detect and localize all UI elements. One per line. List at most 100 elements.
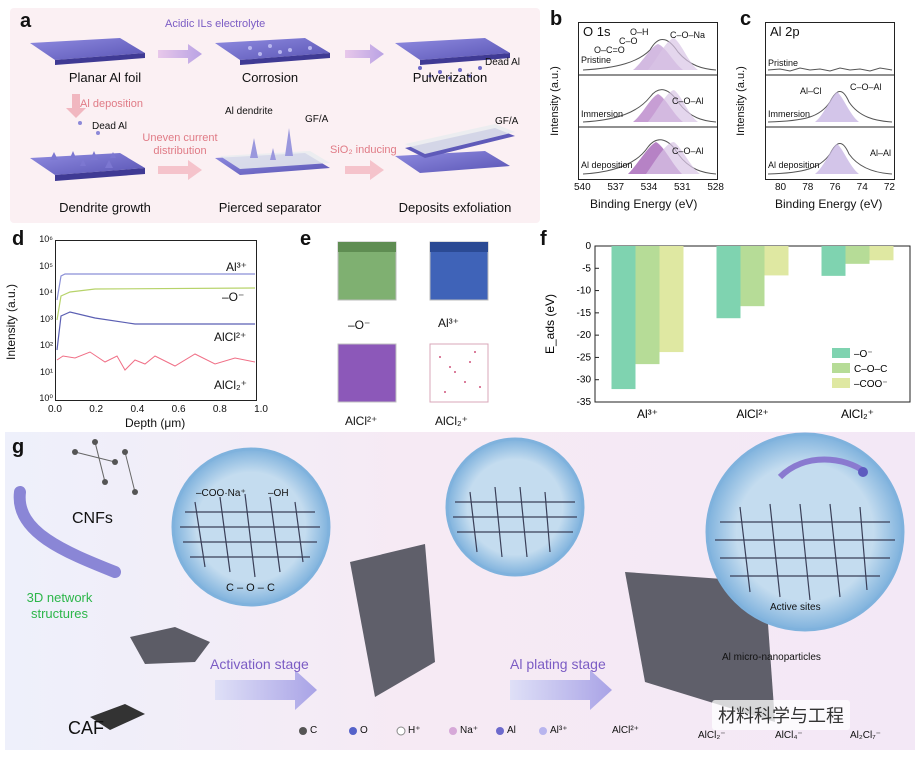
ytick: 10² — [39, 340, 53, 350]
panel-e-label-o: –O⁻ — [348, 318, 371, 332]
panel-b-xlabel: Binding Energy (eV) — [590, 197, 698, 211]
gfa-label-2: GF/A — [495, 116, 519, 127]
label-cnfs: CNFs — [72, 510, 113, 527]
label-al-micro-nanoparticles: Al micro-nanoparticles — [722, 652, 821, 663]
caption-corrosion: Corrosion — [241, 70, 299, 85]
panel-a-illustration — [30, 38, 515, 181]
legend-o: O — [360, 725, 368, 736]
panel-b-peak-cona: C–O–Na — [670, 30, 706, 40]
al-dendrite-label: Al dendrite — [225, 106, 273, 117]
panel-b-plot — [578, 22, 718, 180]
panel-f-label: f — [540, 228, 547, 250]
xtick: 1.0 — [254, 404, 268, 415]
label-coc: C – O – C — [226, 582, 275, 594]
panel-g-label: g — [12, 436, 25, 458]
legend-al: Al — [507, 725, 516, 736]
legend-al3: Al³⁺ — [550, 725, 568, 736]
label-oh: –OH — [268, 488, 289, 499]
xtick: 537 — [607, 182, 625, 193]
panel-d-xticks: 0.0 0.2 0.4 0.6 0.8 1.0 — [48, 404, 268, 415]
arrow-al-deposition-label: Al deposition — [80, 98, 143, 110]
gfa-label-1: GF/A — [305, 114, 329, 125]
series-alcl2plus — [56, 351, 256, 371]
label-o: –O⁻ — [222, 290, 245, 304]
foil-corrosion — [215, 38, 330, 60]
legend-alcl2: AlCl²⁺ — [612, 725, 639, 736]
x-category-label: AlCl²⁺ — [736, 407, 768, 421]
xtick: 531 — [673, 182, 691, 193]
panel-f-chart: 0 -5 -10 -15 -20 -25 -30 -35 E_ads (eV) Al³⁺ AlCl²… — [543, 241, 911, 421]
panel-a-label: a — [20, 10, 32, 32]
xtick: 72 — [883, 182, 895, 193]
xtick: 74 — [856, 182, 868, 193]
arrow-uneven-label: Uneven current distribution — [142, 132, 218, 157]
label-alcl2: AlCl²⁺ — [214, 330, 247, 344]
label-coo-na: –COO·Na⁺ — [196, 488, 246, 499]
xtick: 76 — [829, 182, 841, 193]
panel-b-peak-oh: O–H — [630, 27, 649, 37]
panel-c-title: Al 2p — [770, 24, 800, 39]
label-activation-stage: Activation stage — [210, 656, 309, 672]
panel-g-illustration — [13, 432, 905, 736]
panel-e-label: e — [300, 228, 312, 250]
panel-e-label-alcl2: AlCl²⁺ — [345, 414, 378, 428]
xtick: 528 — [707, 182, 724, 193]
caption-planar-al-foil: Planar Al foil — [68, 70, 142, 85]
panel-b-ylabel: Intensity (a.u.) — [548, 66, 561, 136]
panel-b-peak-coal-2: C–O–Al — [672, 146, 704, 156]
panel-e-cubes — [337, 241, 489, 403]
panel-c-peak-alal: Al–Al — [870, 148, 892, 158]
panel-b-title: O 1s — [583, 24, 611, 39]
panel-e-label-al3: Al³⁺ — [438, 316, 459, 330]
ytick: 10⁴ — [39, 287, 53, 297]
xtick: 80 — [775, 182, 787, 193]
y-tick-label: 0 — [585, 241, 591, 252]
panel-c-plot — [765, 22, 895, 180]
y-tick-label: -25 — [577, 352, 592, 363]
label-3d-network: 3D network structures — [26, 590, 93, 621]
panel-b-row-pristine: Pristine — [581, 55, 612, 65]
foil-pulverization — [395, 38, 510, 60]
xtick: 0.8 — [212, 404, 227, 415]
panel-b-label: b — [550, 8, 563, 30]
panel-d-plot — [55, 240, 257, 401]
legend-swatch — [832, 363, 850, 373]
bar-2-0 — [659, 246, 684, 353]
legend-h: H⁺ — [408, 725, 421, 736]
caption-dendrite-growth: Dendrite growth — [59, 200, 151, 215]
legend-na: Na⁺ — [460, 725, 479, 736]
caption-pierced-separator: Pierced separator — [218, 200, 322, 215]
y-tick-label: -15 — [577, 308, 592, 319]
xtick: 0.4 — [130, 404, 145, 415]
bar-1-0 — [635, 246, 660, 365]
ytick: 10³ — [39, 313, 53, 324]
panel-c-row-deposition: Al deposition — [768, 160, 820, 170]
dead-al-label-2: Dead Al — [92, 121, 128, 132]
x-category-label: AlCl₂⁺ — [841, 407, 874, 421]
panel-c-row-immersion: Immersion — [768, 109, 811, 119]
panel-b-peak-oco: O–C=O — [594, 45, 625, 55]
bar-0-0 — [611, 246, 636, 390]
bar-1-2 — [845, 246, 870, 264]
legend-swatch — [832, 378, 850, 388]
panel-b-xticks: 540 537 534 531 528 — [574, 182, 724, 193]
x-category-label: Al³⁺ — [637, 407, 658, 421]
watermark: 材料科学与工程 — [712, 700, 850, 730]
panel-c-xlabel: Binding Energy (eV) — [775, 197, 883, 211]
bar-2-1 — [764, 246, 789, 276]
foil-planar — [30, 38, 145, 60]
bar-1-1 — [740, 246, 765, 307]
legend-al2cl7: Al₂Cl₇⁻ — [850, 730, 881, 741]
ytick: 10⁵ — [39, 260, 53, 271]
label-al3: Al³⁺ — [226, 260, 247, 274]
xtick: 78 — [802, 182, 814, 193]
xtick: 0.2 — [89, 404, 104, 415]
panel-c-peak-coal: C–O–Al — [850, 82, 882, 92]
label-alcl2plus: AlCl₂⁺ — [214, 378, 247, 392]
label-plating-stage: Al plating stage — [510, 656, 606, 672]
panel-c-peak-alcl: Al–Cl — [800, 86, 822, 96]
y-tick-label: -20 — [577, 330, 592, 341]
bar-2-2 — [869, 246, 894, 261]
arrow-sio2-label: SiO₂ inducing — [330, 144, 397, 156]
legend-swatch — [832, 348, 850, 358]
